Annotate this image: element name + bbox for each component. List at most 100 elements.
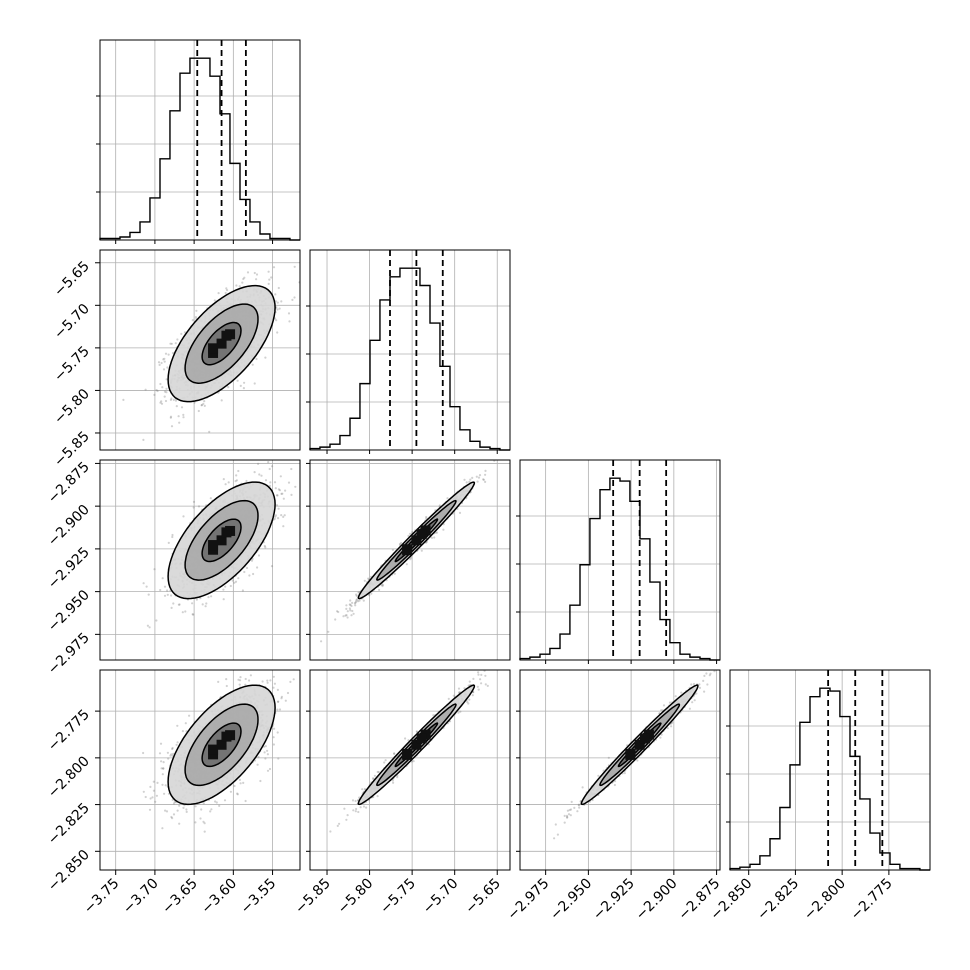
sample-point (420, 549, 423, 552)
sample-point (253, 382, 256, 385)
sample-point (358, 599, 361, 602)
panel-content (310, 460, 510, 660)
sample-point (217, 680, 220, 684)
sample-point (163, 792, 166, 795)
sample-point (327, 630, 330, 633)
histogram-panel-0 (96, 39, 301, 241)
sample-point (345, 607, 348, 611)
sample-point (276, 331, 279, 334)
sample-point (162, 358, 165, 361)
sample-point (252, 572, 255, 576)
contour-line (201, 518, 242, 563)
sample-point (266, 769, 270, 772)
sample-point (465, 481, 468, 484)
sample-point (248, 574, 251, 577)
sample-point (217, 292, 220, 295)
histogram-step-line (99, 57, 300, 241)
sample-point (153, 568, 156, 571)
sample-point (280, 492, 283, 495)
sample-point (191, 602, 194, 605)
sample-point (163, 390, 167, 393)
sample-point (170, 606, 173, 610)
sample-point (202, 802, 205, 805)
density-peak-cell (416, 529, 427, 540)
sample-point (274, 514, 278, 517)
sample-point (163, 357, 166, 360)
sample-point (199, 817, 202, 820)
sample-point (205, 602, 208, 605)
sample-point (172, 802, 176, 805)
sample-point (410, 556, 413, 559)
sample-point (263, 544, 266, 548)
sample-point (242, 387, 245, 390)
sample-point (398, 542, 401, 546)
sample-point (175, 405, 178, 408)
sample-point (148, 626, 151, 629)
sample-point (210, 595, 213, 598)
sample-point (208, 430, 211, 433)
sample-point (163, 395, 166, 398)
sample-point (167, 541, 170, 545)
sample-point (357, 591, 360, 594)
sample-point (277, 286, 280, 290)
scatter-panel-0-2 (99, 459, 301, 661)
sample-point (242, 277, 245, 281)
sample-point (268, 467, 271, 471)
sample-point (367, 577, 370, 580)
sample-point (192, 613, 195, 616)
sample-point (345, 614, 348, 617)
sample-point (218, 804, 221, 808)
sample-point (191, 319, 194, 322)
sample-point (194, 316, 197, 319)
sample-point (166, 589, 169, 592)
sample-point (278, 307, 281, 310)
sample-point (155, 794, 158, 797)
sample-point (235, 474, 238, 477)
sample-point (288, 320, 291, 323)
sample-point (163, 585, 167, 588)
sample-point (257, 462, 260, 465)
sample-point (181, 611, 184, 614)
sample-point (273, 517, 276, 521)
sample-point (167, 353, 170, 356)
sample-point (161, 577, 164, 580)
sample-point (344, 614, 347, 617)
sample-point (166, 593, 169, 596)
sample-point (225, 287, 228, 290)
sample-point (239, 384, 242, 387)
sample-point (255, 273, 259, 276)
sample-point (276, 308, 279, 311)
contour-line (184, 499, 259, 581)
sample-point (224, 291, 227, 295)
sample-point (158, 752, 162, 755)
sample-point (362, 599, 365, 602)
sample-point (180, 332, 183, 335)
histogram-step-line (309, 267, 510, 451)
sample-point (159, 588, 162, 592)
density-peak-cell (208, 343, 219, 354)
sample-point (409, 558, 412, 561)
sample-point (203, 400, 206, 403)
sample-point (181, 730, 184, 733)
sample-point (260, 474, 263, 477)
sample-point (200, 404, 203, 407)
sample-point (176, 338, 179, 341)
sample-point (243, 276, 246, 279)
sample-point (355, 593, 358, 596)
sample-point (271, 465, 274, 468)
density-peak-cell (402, 544, 413, 555)
sample-point (241, 589, 244, 592)
sample-point (337, 610, 340, 614)
sample-point (195, 309, 198, 312)
sample-point (272, 675, 275, 678)
histogram-step-line (519, 477, 720, 661)
sample-point (142, 438, 145, 441)
sample-point (182, 806, 185, 810)
sample-point (182, 416, 185, 419)
sample-point (184, 610, 187, 613)
sample-point (210, 808, 213, 811)
sample-point (261, 245, 263, 247)
sample-point (438, 504, 441, 507)
panel-content (100, 245, 300, 450)
